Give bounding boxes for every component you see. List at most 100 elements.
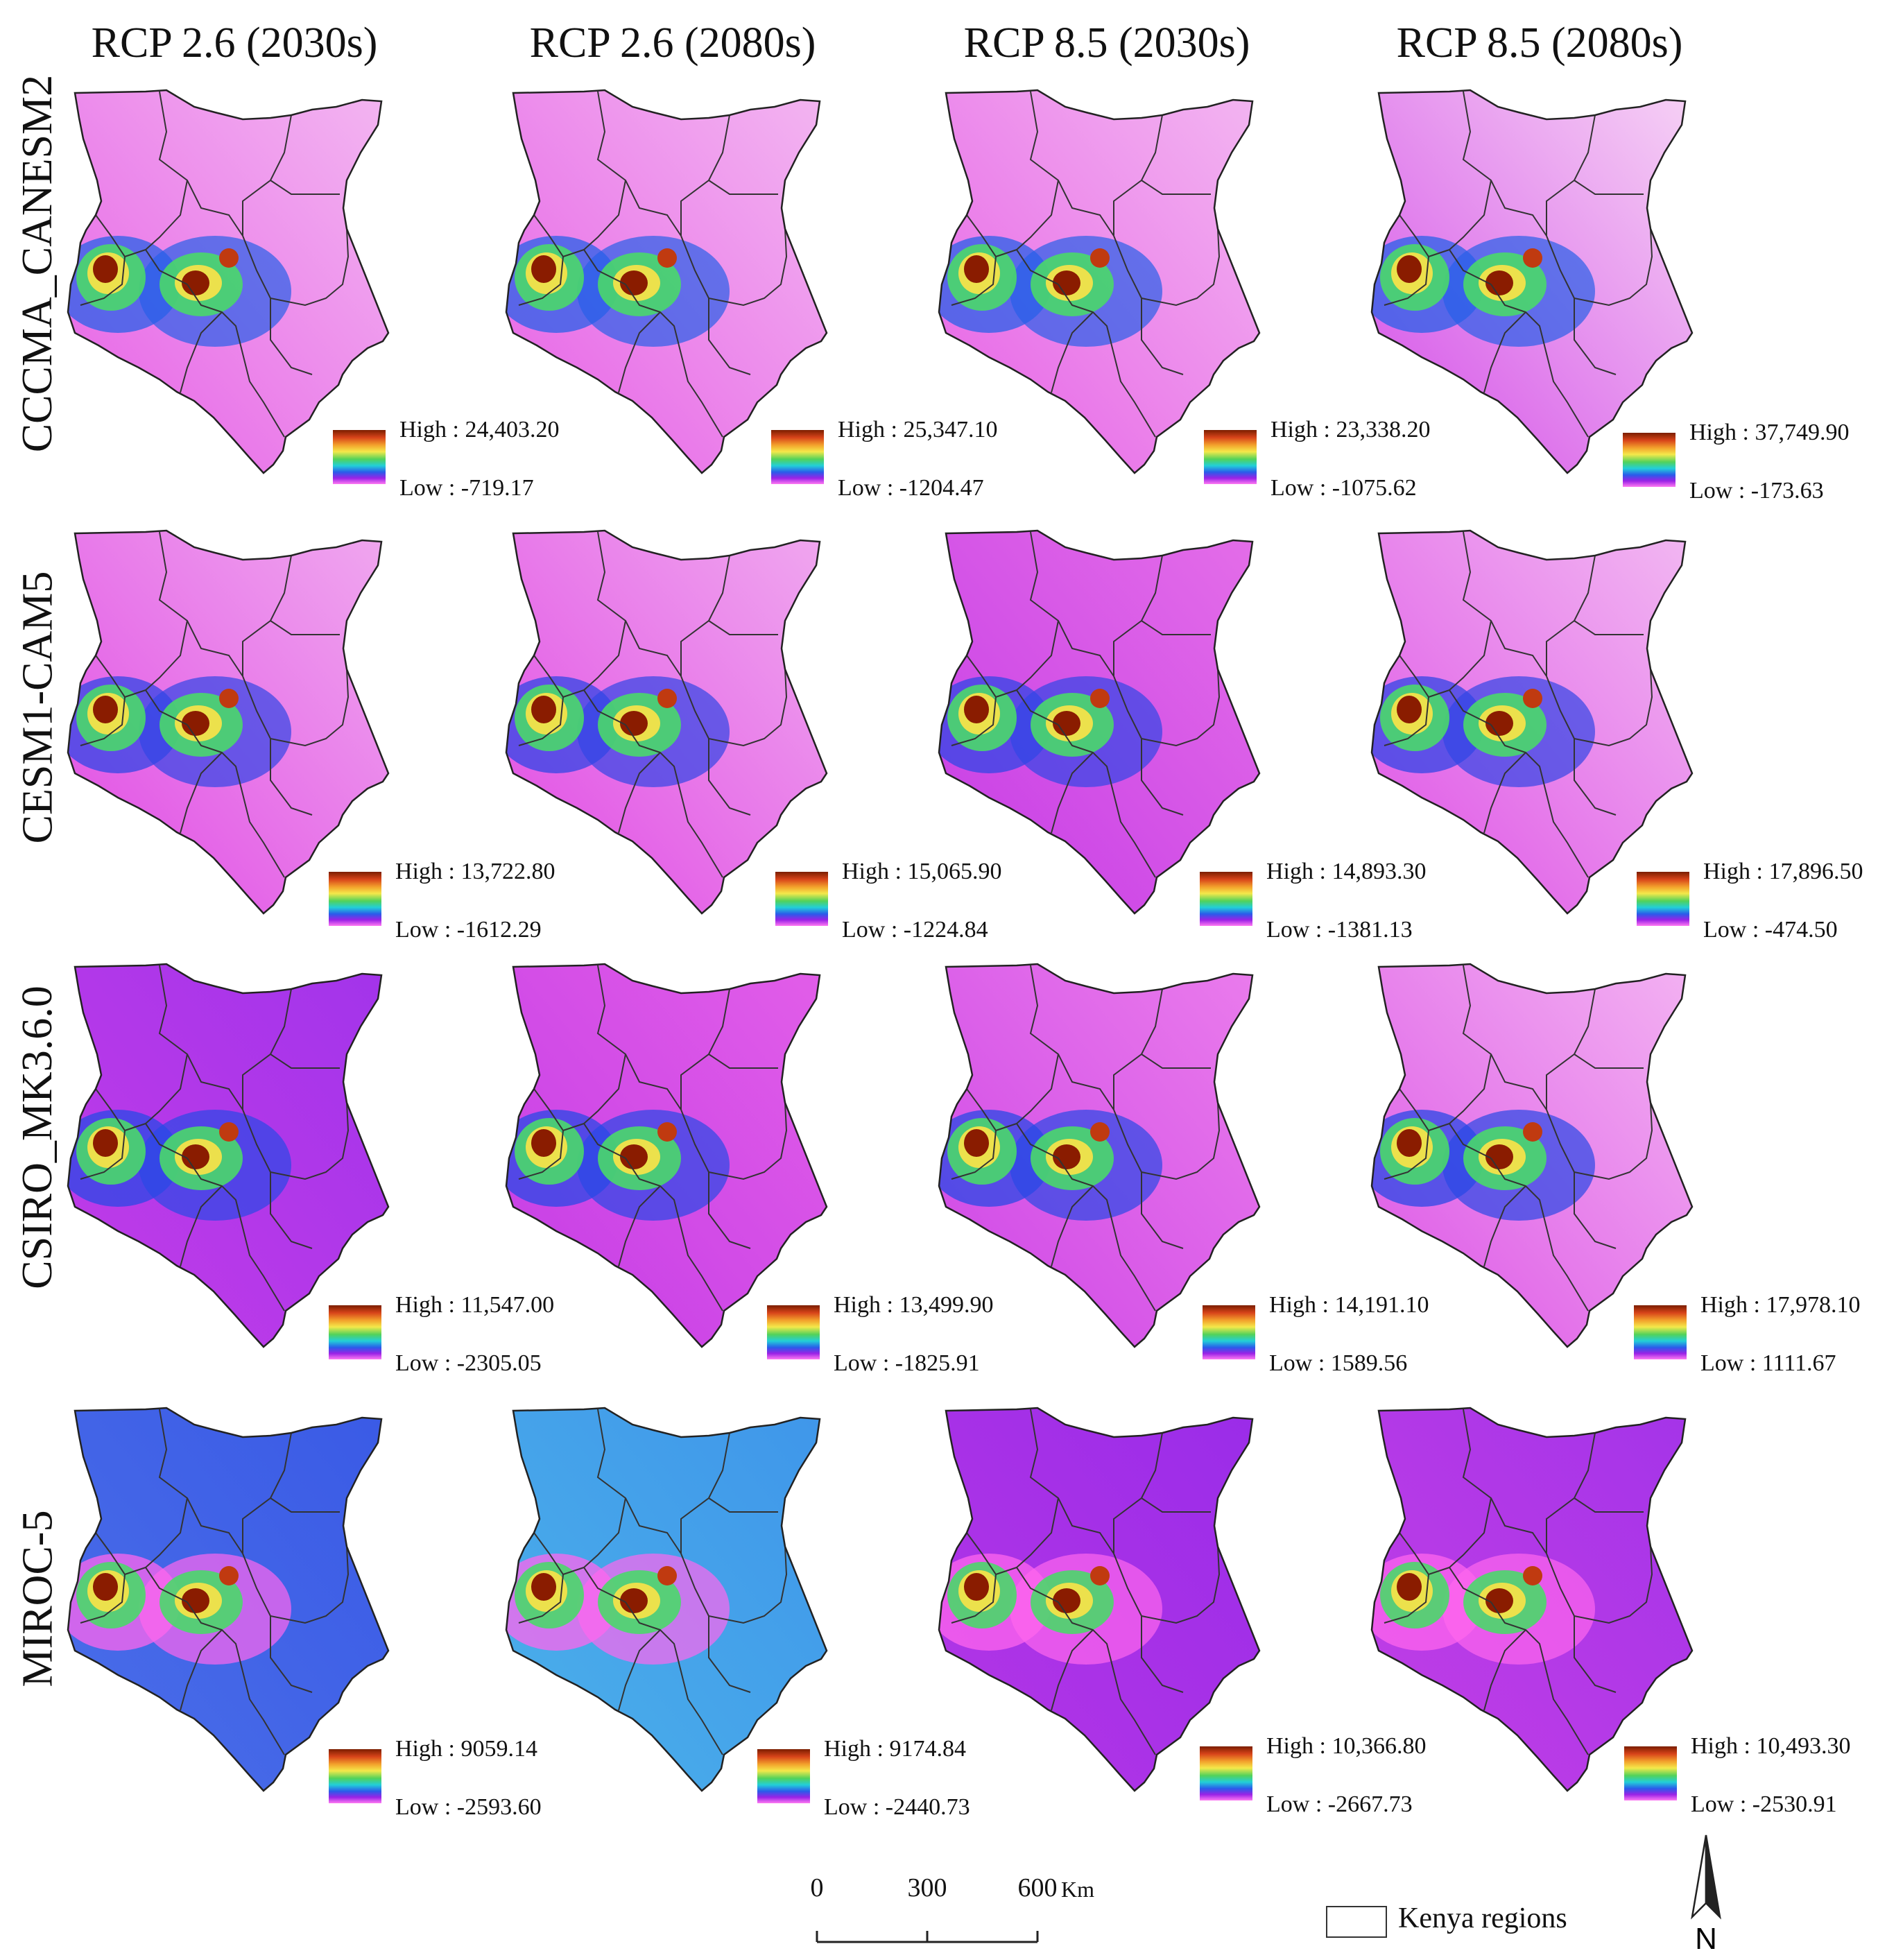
region-boundary: [708, 298, 751, 375]
region-boundary: [966, 214, 1017, 258]
region-boundary: [1490, 724, 1589, 878]
map-panel: High : 15,065.90 Low : -1224.84: [501, 517, 1001, 947]
region-boundary: [180, 311, 223, 393]
column-header-rcp85-2080s: RCP 8.5 (2080s): [1396, 19, 1683, 67]
legend-high-label: High : 13,499.90: [834, 1292, 994, 1318]
region-boundary: [583, 180, 626, 285]
legend-low-label: Low : -474.50: [1703, 917, 1838, 943]
legend-low-label: Low : -1825.91: [834, 1350, 980, 1376]
region-boundary: [1399, 1532, 1450, 1576]
region-boundary: [1384, 696, 1429, 746]
legend-color-ramp: [767, 1305, 820, 1359]
hotspot: [1053, 1144, 1080, 1169]
legend-high-label: High : 17,896.50: [1703, 859, 1863, 884]
map-panel: High : 13,722.80 Low : -1612.29: [62, 517, 555, 947]
legend-color-ramp: [771, 430, 824, 484]
kenya-map: [505, 529, 828, 915]
region-boundary: [144, 1054, 188, 1159]
region-boundary: [1448, 180, 1492, 285]
legend-color-ramp: [329, 1749, 381, 1803]
region-boundary: [242, 228, 350, 307]
kenya-map: [67, 529, 390, 915]
hotspot-layer: [1372, 1554, 1595, 1665]
region-boundary: [680, 1102, 788, 1180]
country-outline: [505, 89, 828, 474]
legend-low-label: Low : 1589.56: [1269, 1350, 1408, 1376]
region-boundary: [518, 1130, 564, 1180]
kenya-map: [938, 963, 1261, 1348]
region-boundary: [242, 1546, 350, 1624]
hotspot: [531, 255, 556, 283]
hotspot: [531, 696, 556, 723]
legend-low-label: Low : -2305.05: [395, 1350, 542, 1376]
legend-high-label: High : 14,191.10: [1269, 1292, 1429, 1318]
row-label-miroc5: MIROC-5: [14, 1510, 61, 1687]
scale-bar: 0 300 600 Km: [804, 1873, 1094, 1956]
hotspot: [1523, 689, 1542, 708]
north-arrow: N: [1678, 1831, 1734, 1956]
region-boundary: [708, 180, 778, 195]
region-boundary: [1384, 256, 1429, 306]
legend-color-ramp: [1634, 1305, 1687, 1359]
region-boundary: [966, 1088, 1017, 1132]
map-panel: High : 17,978.10 Low : 1111.67: [1366, 950, 1860, 1380]
region-legend-label: Kenya regions: [1398, 1902, 1567, 1934]
region-boundary: [1574, 620, 1644, 635]
region-boundary: [708, 1497, 778, 1513]
region-boundary: [187, 1158, 285, 1312]
region-boundary: [1141, 1172, 1184, 1249]
country-outline: [1370, 963, 1694, 1348]
region-boundary: [1448, 1497, 1492, 1603]
region-boundary: [95, 1088, 146, 1132]
legend-low-label: Low : -1224.84: [842, 917, 988, 943]
row-label-csiro-mk360: CSIRO_MK3.6.0: [14, 986, 62, 1289]
legend-high-label: High : 11,547.00: [395, 1292, 555, 1318]
region-boundary: [1051, 1629, 1094, 1711]
region-boundary: [708, 1054, 778, 1069]
map-panel: High : 9059.14 Low : -2593.60: [62, 1394, 542, 1824]
legend-color-ramp: [1623, 433, 1675, 487]
region-boundary: [1399, 1088, 1450, 1132]
hotspot: [182, 711, 209, 736]
hotspot: [657, 689, 677, 708]
region-boundary: [1015, 620, 1059, 725]
column-header-rcp85-2030s: RCP 8.5 (2030s): [963, 19, 1250, 67]
legend-high-label: High : 9174.84: [824, 1736, 966, 1762]
region-boundary: [1546, 1102, 1653, 1180]
region-boundary: [1051, 1185, 1094, 1267]
legend-color-ramp: [333, 430, 386, 484]
map-panel: High : 37,749.90 Low : -173.63: [1366, 76, 1849, 506]
country-outline: [938, 529, 1261, 915]
region-boundary: [1141, 1497, 1211, 1513]
region-boundary: [1546, 228, 1653, 307]
map-panel: High : 9174.84 Low : -2440.73: [501, 1394, 970, 1824]
region-boundary: [583, 1497, 626, 1603]
region-boundary: [1141, 1054, 1211, 1069]
hotspot-layer: [68, 1110, 291, 1221]
country-outline: [505, 1407, 828, 1792]
legend-high-label: High : 10,366.80: [1266, 1733, 1427, 1759]
country-outline: [1370, 529, 1694, 915]
region-boundary: [1058, 284, 1156, 438]
region-boundary: [1113, 228, 1221, 307]
country-outline: [67, 1407, 390, 1792]
region-boundary: [95, 214, 146, 258]
region-boundary: [1399, 214, 1450, 258]
region-boundary: [618, 1185, 661, 1267]
hotspot: [657, 1122, 677, 1142]
scale-unit: Km: [1061, 1877, 1094, 1902]
hotspot: [93, 255, 118, 283]
kenya-map: [67, 89, 390, 474]
hotspot: [1053, 711, 1080, 736]
region-boundary: [1490, 1158, 1589, 1312]
country-outline: [938, 1407, 1261, 1792]
region-boundary: [680, 228, 788, 307]
region-boundary: [625, 284, 723, 438]
region-boundary: [1483, 311, 1526, 393]
hotspot: [1523, 1566, 1542, 1585]
hotspot: [620, 1588, 648, 1613]
hotspot-layer: [68, 676, 291, 787]
region-boundary: [1574, 1172, 1617, 1249]
legend-high-label: High : 17,978.10: [1700, 1292, 1861, 1318]
region-boundary: [1546, 669, 1653, 747]
